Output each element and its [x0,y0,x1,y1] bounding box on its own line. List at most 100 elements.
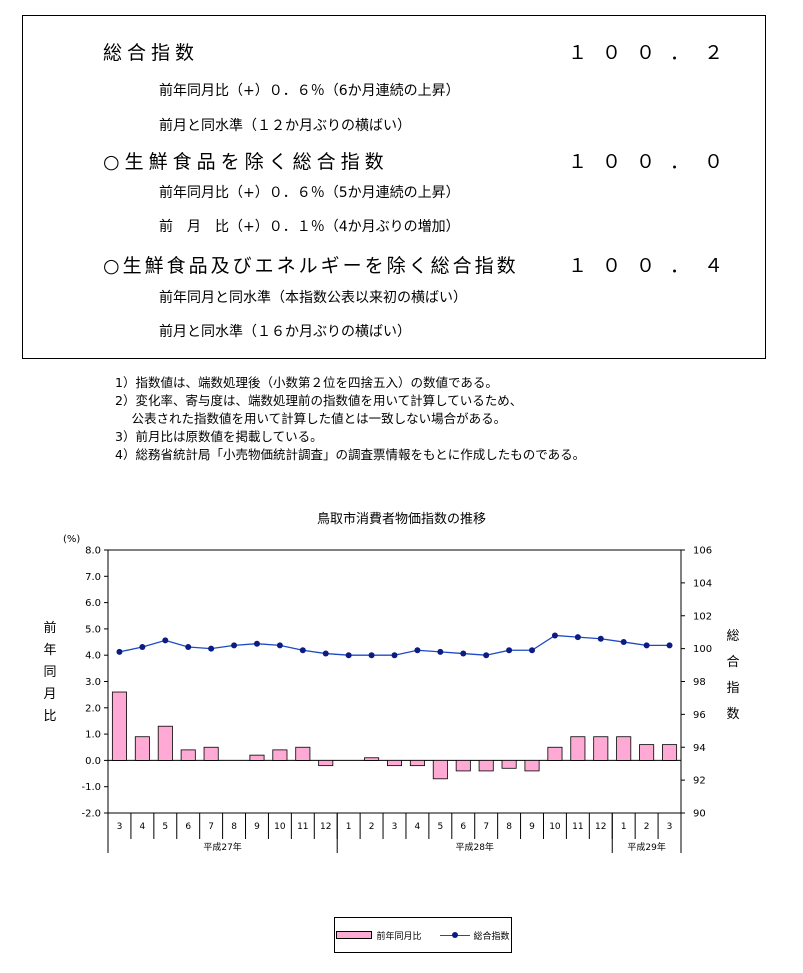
note-4: 3）前月比は原数値を掲載している。 [115,429,323,444]
summary-item-label-2: ○生鮮食品を除く総合指数 [103,151,389,173]
summary-sub-3a: 前年同月と同水準（本指数公表以来初の横ばい） [159,290,467,306]
right-tick-label: 102 [693,611,712,622]
line-point [345,652,352,659]
line-point [460,650,467,657]
left-tick-label: 7.0 [85,572,101,583]
line-point [322,650,329,657]
category-label: 8 [506,822,512,832]
bar [318,759,334,767]
line-point [139,643,146,650]
left-tick-label: 3.0 [85,677,101,688]
bar [478,759,494,772]
line-point [414,647,421,654]
category-label: 1 [621,822,627,832]
bar [111,691,127,761]
category-label: 6 [460,822,466,832]
line-point [299,647,306,654]
bar [272,749,288,761]
year-label: 平成27年 [203,841,241,853]
note-2: 2）変化率、寄与度は、端数処理前の指数値を用いて計算しているため、 [115,393,523,408]
category-label: 12 [595,822,606,832]
category-label: 11 [572,822,583,832]
category-label: 1 [346,822,352,832]
bar [616,736,632,761]
summary-item-value-3: １００．４ [568,255,739,277]
category-label: 5 [437,822,443,832]
left-tick-label: 8.0 [85,546,101,557]
legend-bar-swatch [336,931,373,939]
line-point [574,634,581,641]
category-label: 9 [254,822,260,832]
line-point [253,640,260,647]
line-point [368,652,375,659]
category-label: 4 [415,822,421,832]
right-tick-label: 92 [693,776,706,787]
bar [570,736,586,761]
bar [157,725,173,761]
bar [249,754,265,761]
right-tick-label: 104 [693,578,712,589]
category-label: 11 [297,822,308,832]
line-point [437,648,444,655]
note-3: 公表された指数値を用いて計算した値とは一致しない場合がある。 [115,411,507,426]
bar [593,736,609,761]
line-point [231,642,238,649]
category-label: 3 [667,822,673,832]
category-label: 5 [162,822,168,832]
left-tick-label: 4.0 [85,651,101,662]
legend-line-swatch [439,930,470,940]
line-point [483,652,490,659]
legend-item-bar: 前年同月比 [336,929,422,942]
summary-sub-1a: 前年同月比（+）０．６％（6か月連続の上昇） [159,83,460,99]
legend-line-label: 総合指数 [473,931,510,942]
legend: 前年同月比 総合指数 [334,917,512,953]
category-label: 10 [274,822,286,832]
category-label: 8 [231,822,237,832]
category-label: 6 [185,822,191,832]
right-tick-label: 94 [693,743,706,754]
left-tick-label: -1.0 [81,782,101,793]
note-5: 4）総務省統計局「小売物価統計調査」の調査票情報をもとに作成したものである。 [115,447,586,462]
bar [409,759,425,767]
bar [662,744,678,761]
bar [180,749,196,761]
category-label: 3 [117,822,123,832]
bar [524,759,540,772]
summary-box: 総合指数 １００．２ 前年同月比（+）０．６％（6か月連続の上昇） 前月と同水準… [22,15,766,359]
chart-title: 鳥取市消費者物価指数の推移 [316,512,486,527]
line-point [643,642,650,649]
line-point [116,648,123,655]
year-label: 平成29年 [627,841,665,853]
left-tick-label: 5.0 [85,624,101,635]
bar [455,759,471,772]
right-axis-label: 総合指数 [726,629,740,722]
line-point [391,652,398,659]
bar [501,759,517,769]
line-point [506,647,513,654]
category-label: 7 [483,822,489,832]
plot-frame [107,549,682,814]
right-tick-label: 98 [693,677,706,688]
line-point [529,647,536,654]
line-point [597,635,604,642]
year-label: 平成28年 [455,841,493,853]
bar [295,746,311,761]
left-axis-unit: (%) [63,534,80,545]
category-label: 7 [208,822,214,832]
left-tick-label: 2.0 [85,703,101,714]
category-label: 2 [644,822,650,832]
bar [134,736,150,761]
chart-svg: 8.0 7.0 6.0 5.0 4.0 3.0 2.0 1.0 0.0 -1.0 -2.0 (%) 10… [63,534,712,853]
line-point [276,642,283,649]
bar [639,744,655,761]
bar [547,746,563,761]
right-tick-label: 106 [693,546,712,557]
left-tick-label: -2.0 [81,809,101,820]
right-tick-label: 100 [693,644,712,655]
notes: 1）指数値は、端数処理後（小数第２位を四捨五入）の数値である。 2）変化率、寄与… [115,374,585,464]
line-point [620,639,627,646]
summary-sub-3b: 前月と同水準（１６か月ぶりの横ばい） [159,324,411,340]
line-point [208,645,215,652]
category-label: 4 [140,822,146,832]
line-point [666,642,673,649]
